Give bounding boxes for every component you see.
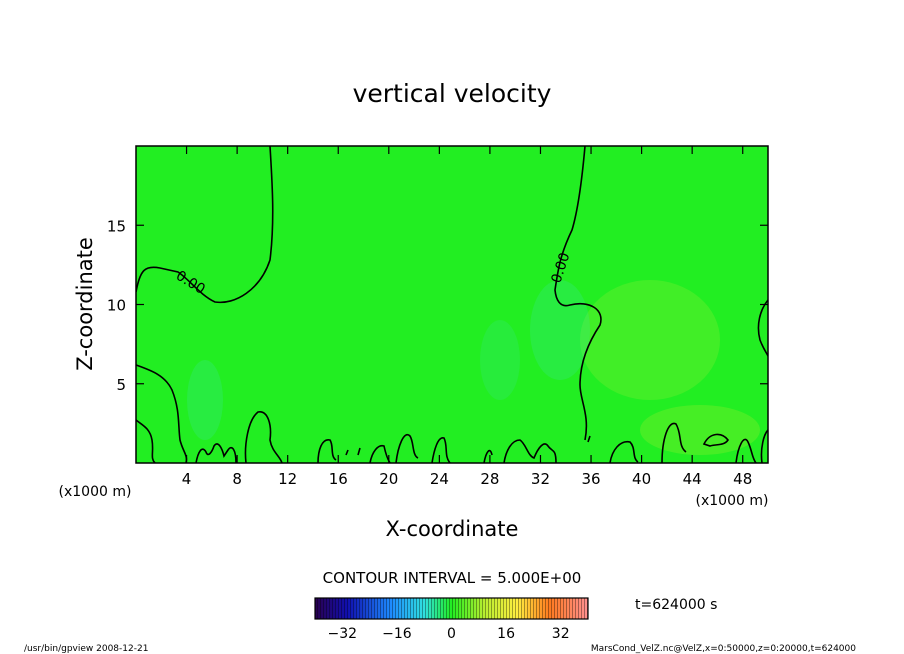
x-tick-label: 48 [733,470,752,488]
contour-line [554,146,602,441]
y-axis-label: Z-coordinate [73,237,97,371]
negative-velocity-region [530,280,590,380]
contour-line [483,449,493,463]
x-unit-label: (x1000 m) [696,493,769,509]
positive-velocity-region [640,405,760,455]
y-tick-label: 5 [116,376,126,394]
contour-line [136,146,274,304]
contour-line [195,443,237,463]
contour-line [317,439,337,463]
x-axis: 4 8 12 16 20 24 28 32 36 40 44 48 [182,146,752,488]
time-label: t=624000 s [635,597,717,613]
contour-line [244,411,283,463]
velocity-field [136,146,768,463]
contour-line [136,419,156,463]
colorbar-ticks: −32 −16 0 16 32 [328,626,570,642]
y-tick-label: 10 [107,297,126,315]
contour-interval-label: CONTOUR INTERVAL = 5.000E+00 [323,569,582,587]
negative-velocity-region [480,320,520,400]
x-tick-label: 40 [632,470,651,488]
contour-line [757,299,768,357]
x-tick-label: 24 [430,470,449,488]
contour-line [702,433,729,447]
colorbar: −32 −16 0 16 32 [314,597,589,642]
footer-right: MarsCond_VelZ.nc@VelZ,x=0:50000,z=0:2000… [591,644,856,654]
x-tick-label: 16 [329,470,348,488]
contour-line [136,364,188,463]
colorbar-levels [315,598,588,619]
contour-line [395,433,419,463]
footer-left: /usr/bin/gpview 2008-12-21 [24,644,148,654]
colorbar-tick-label: 32 [552,626,570,642]
x-axis-label: X-coordinate [386,517,519,541]
colorbar-tick-label: 0 [447,626,456,642]
x-tick-label: 8 [232,470,242,488]
plot-area: 0.00 0.00 [136,146,768,463]
positive-velocity-region [580,280,720,400]
x-tick-label: 36 [581,470,600,488]
contour-line [431,437,451,463]
colorbar-frame [314,597,589,620]
x-tick-label: 32 [531,470,550,488]
x-tick-label: 4 [182,470,192,488]
y-unit-label: (x1000 m) [59,484,132,500]
contour-line [503,439,557,463]
zero-contours [136,146,768,463]
contour-line [345,435,591,456]
colorbar-tick-label: −16 [382,626,412,642]
colorbar-tick-label: 16 [497,626,515,642]
x-tick-label: 20 [379,470,398,488]
contour-line [661,422,687,463]
x-tick-label: 28 [480,470,499,488]
x-tick-label: 44 [683,470,702,488]
x-tick-label: 12 [278,470,297,488]
contour-line [609,440,639,463]
y-axis: 5 10 15 [107,217,768,394]
negative-velocity-region [187,360,223,440]
chart-title: vertical velocity [353,79,552,108]
y-tick-label: 15 [107,217,126,235]
contour-line [735,438,757,463]
colorbar-tick-label: −32 [328,626,358,642]
contour-line [760,429,768,463]
